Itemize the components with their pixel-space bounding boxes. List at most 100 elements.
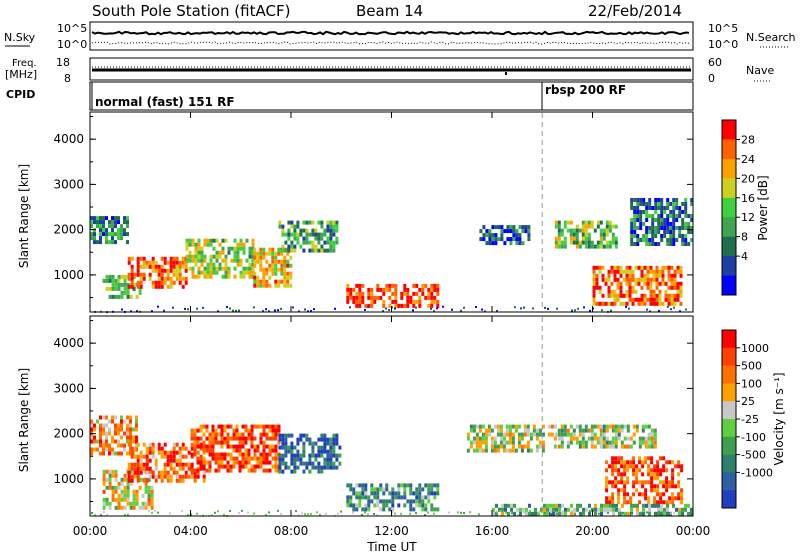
echo-cell: [602, 424, 606, 429]
ground-scatter-cell: [544, 512, 546, 514]
echo-cell: [126, 286, 130, 291]
echo-cell: [151, 470, 155, 475]
echo-cell: [299, 232, 303, 237]
echo-cell: [305, 228, 309, 233]
echo-cell: [302, 445, 306, 450]
echo-cell: [669, 230, 673, 234]
echo-cell: [587, 232, 591, 237]
echo-cell: [332, 228, 336, 233]
echo-cell: [594, 507, 597, 512]
echo-cell: [497, 225, 501, 230]
echo-cell: [499, 432, 503, 437]
echo-cell: [665, 488, 669, 493]
echo-cell: [305, 437, 309, 442]
echo-cell: [511, 440, 515, 445]
echo-cell: [223, 424, 227, 429]
echo-cell: [163, 454, 167, 459]
echo-cell: [323, 441, 327, 446]
echo-cell: [675, 198, 679, 202]
echo-cell: [640, 269, 644, 274]
echo-cell: [611, 480, 615, 485]
echo-cell: [239, 274, 243, 279]
echo-cell: [513, 511, 516, 516]
echo-cell: [558, 503, 561, 508]
echo-cell: [659, 456, 663, 461]
echo-cell: [492, 511, 495, 516]
echo-cell: [268, 436, 272, 441]
echo-cell: [617, 424, 621, 429]
echo-cell: [99, 423, 102, 428]
echo-cell: [281, 248, 285, 253]
echo-cell: [370, 487, 374, 492]
echo-cell: [638, 440, 642, 445]
echo-cell: [251, 250, 255, 255]
echo-cell: [238, 468, 242, 473]
echo-cell: [132, 286, 136, 291]
echo-cell: [99, 443, 102, 448]
echo-cell: [290, 220, 294, 225]
ground-scatter-cell: [202, 306, 204, 309]
echo-cell: [608, 244, 612, 249]
echo-cell: [332, 465, 336, 470]
echo-cell: [160, 272, 164, 277]
echo-cell: [655, 281, 659, 286]
ground-scatter-cell: [367, 305, 369, 308]
echo-cell: [415, 499, 419, 504]
ground-scatter-cell: [349, 306, 351, 309]
echo-cell: [558, 507, 561, 512]
echo-cell: [281, 461, 285, 466]
echo-cell: [596, 440, 600, 445]
echo-cell: [496, 428, 500, 433]
echo-cell: [199, 444, 203, 449]
echo-cell: [185, 246, 189, 251]
echo-cell: [268, 460, 272, 465]
echo-cell: [633, 230, 637, 234]
echo-cell: [644, 444, 648, 449]
echo-cell: [659, 496, 663, 501]
echo-cell: [265, 279, 269, 284]
echo-cell: [498, 507, 501, 512]
echo-cell: [409, 295, 413, 300]
echo-cell: [323, 449, 327, 454]
echo-cell: [660, 222, 664, 226]
echo-cell: [212, 270, 216, 275]
echo-cell: [284, 445, 288, 450]
echo-cell: [373, 487, 377, 492]
echo-cell: [666, 507, 669, 512]
echo-cell: [302, 433, 306, 438]
echo-cell: [99, 224, 102, 229]
echo-cell: [592, 285, 596, 290]
echo-cell: [581, 236, 585, 241]
echo-cell: [566, 428, 570, 433]
echo-cell: [626, 500, 630, 505]
echo-cell: [163, 470, 167, 475]
echo-cell: [251, 262, 255, 267]
echo-cell: [346, 287, 350, 292]
echo-cell: [650, 444, 654, 449]
echo-cell: [220, 428, 224, 433]
echo-cell: [139, 470, 143, 475]
echo-cell: [690, 230, 694, 234]
echo-cell: [623, 464, 627, 469]
echo-cell: [135, 501, 139, 506]
echo-cell: [265, 283, 269, 288]
echo-cell: [245, 238, 249, 243]
nave-label: Nave: [746, 64, 774, 77]
echo-cell: [126, 294, 130, 299]
echo-cell: [575, 244, 579, 249]
echo-cell: [323, 232, 327, 237]
echo-cell: [244, 456, 248, 461]
echo-cell: [626, 464, 630, 469]
echo-cell: [236, 258, 240, 263]
echo-cell: [317, 248, 321, 253]
echo-cell: [281, 232, 285, 237]
echo-cell: [379, 487, 383, 492]
echo-cell: [239, 270, 243, 275]
echo-cell: [614, 476, 618, 481]
echo-cell: [364, 495, 368, 500]
echo-cell: [166, 284, 170, 289]
echo-cell: [382, 287, 386, 292]
echo-cell: [400, 483, 404, 488]
echo-cell: [652, 293, 656, 298]
echo-cell: [271, 428, 275, 433]
